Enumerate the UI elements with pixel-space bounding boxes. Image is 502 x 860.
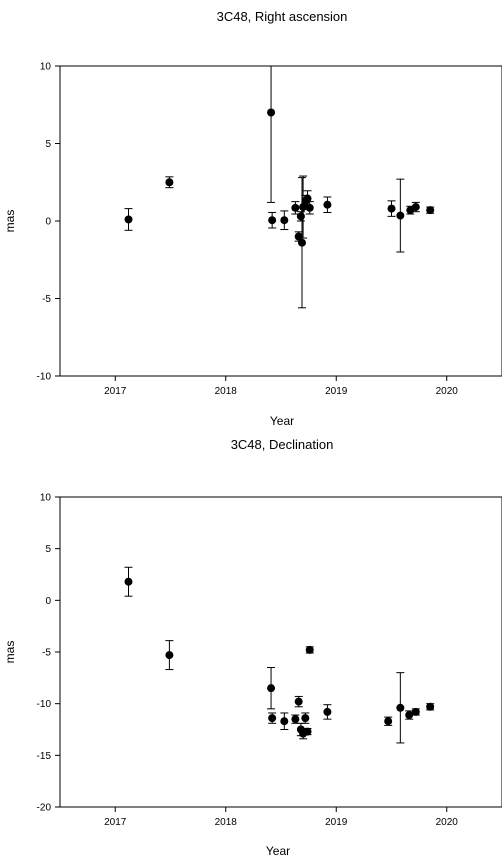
y-tick-label: 10: [40, 62, 52, 73]
y-tick-label: 0: [45, 596, 51, 607]
y-tick-label: -5: [42, 294, 51, 305]
data-point: [387, 204, 396, 213]
x-tick-label: 2019: [325, 386, 348, 397]
data-point: [426, 206, 435, 215]
plot-frame: [59, 496, 502, 808]
data-point: [405, 711, 414, 720]
data-point: [396, 703, 405, 712]
data-point: [396, 211, 405, 220]
data-point: [323, 200, 332, 209]
y-tick-label: -10: [37, 699, 52, 710]
data-point: [297, 238, 306, 247]
data-point: [124, 215, 133, 224]
data-point: [411, 707, 420, 716]
y-tick-label: -15: [37, 751, 52, 762]
data-point: [305, 645, 314, 654]
data-point: [426, 702, 435, 711]
data-point: [303, 727, 312, 736]
data-point: [267, 684, 276, 693]
y-tick-label: 0: [45, 217, 51, 228]
y-tick-label: 5: [45, 544, 51, 555]
data-point: [301, 714, 310, 723]
y-axis-label: mas: [3, 210, 17, 233]
data-point: [124, 577, 133, 586]
data-point: [303, 194, 312, 203]
x-tick-label: 2017: [104, 386, 127, 397]
x-axis-label: Year: [270, 414, 294, 428]
error-bar: [267, 66, 276, 203]
data-point: [291, 203, 300, 212]
x-tick-label: 2020: [436, 386, 459, 397]
data-point: [384, 717, 393, 726]
data-point: [294, 697, 303, 706]
x-tick-label: 2020: [436, 817, 459, 828]
y-tick-label: -10: [37, 372, 52, 383]
x-tick-label: 2018: [215, 386, 238, 397]
data-point: [411, 203, 420, 212]
x-axis-label: Year: [266, 844, 290, 858]
chart-right-ascension: 3C48, Right ascension mas Year 2017 2018 2…: [3, 9, 502, 428]
data-point: [165, 651, 174, 660]
data-point: [280, 216, 289, 225]
y-tick-label: 5: [45, 139, 51, 150]
data-point: [305, 203, 314, 212]
mark-layer: [124, 566, 435, 744]
y-axis-label: mas: [3, 641, 17, 664]
x-tick-label: 2017: [104, 817, 127, 828]
data-point: [296, 212, 305, 221]
x-tick-label: 2019: [325, 817, 348, 828]
y-tick-label: -20: [37, 803, 52, 814]
data-point: [268, 714, 277, 723]
chart-title: 3C48, Declination: [231, 437, 334, 452]
chart-title: 3C48, Right ascension: [217, 9, 348, 24]
mark-layer: [124, 66, 435, 309]
x-tick-label: 2018: [215, 817, 238, 828]
data-point: [280, 717, 289, 726]
y-tick-label: 10: [40, 493, 52, 504]
y-tick-label: -5: [42, 648, 51, 659]
data-point: [268, 216, 277, 225]
data-point: [291, 715, 300, 724]
data-point: [165, 178, 174, 187]
chart-declination: 3C48, Declination mas Year 2017 2018 2019 2…: [3, 437, 502, 858]
data-point: [267, 108, 276, 117]
tick-layer: 2017 2018 2019 2020 10 5 0 -5 -10: [37, 62, 459, 398]
data-point: [323, 707, 332, 716]
tick-layer: 2017 2018 2019 2020 10 5 0 -5 -10 -15 -20: [37, 493, 459, 829]
